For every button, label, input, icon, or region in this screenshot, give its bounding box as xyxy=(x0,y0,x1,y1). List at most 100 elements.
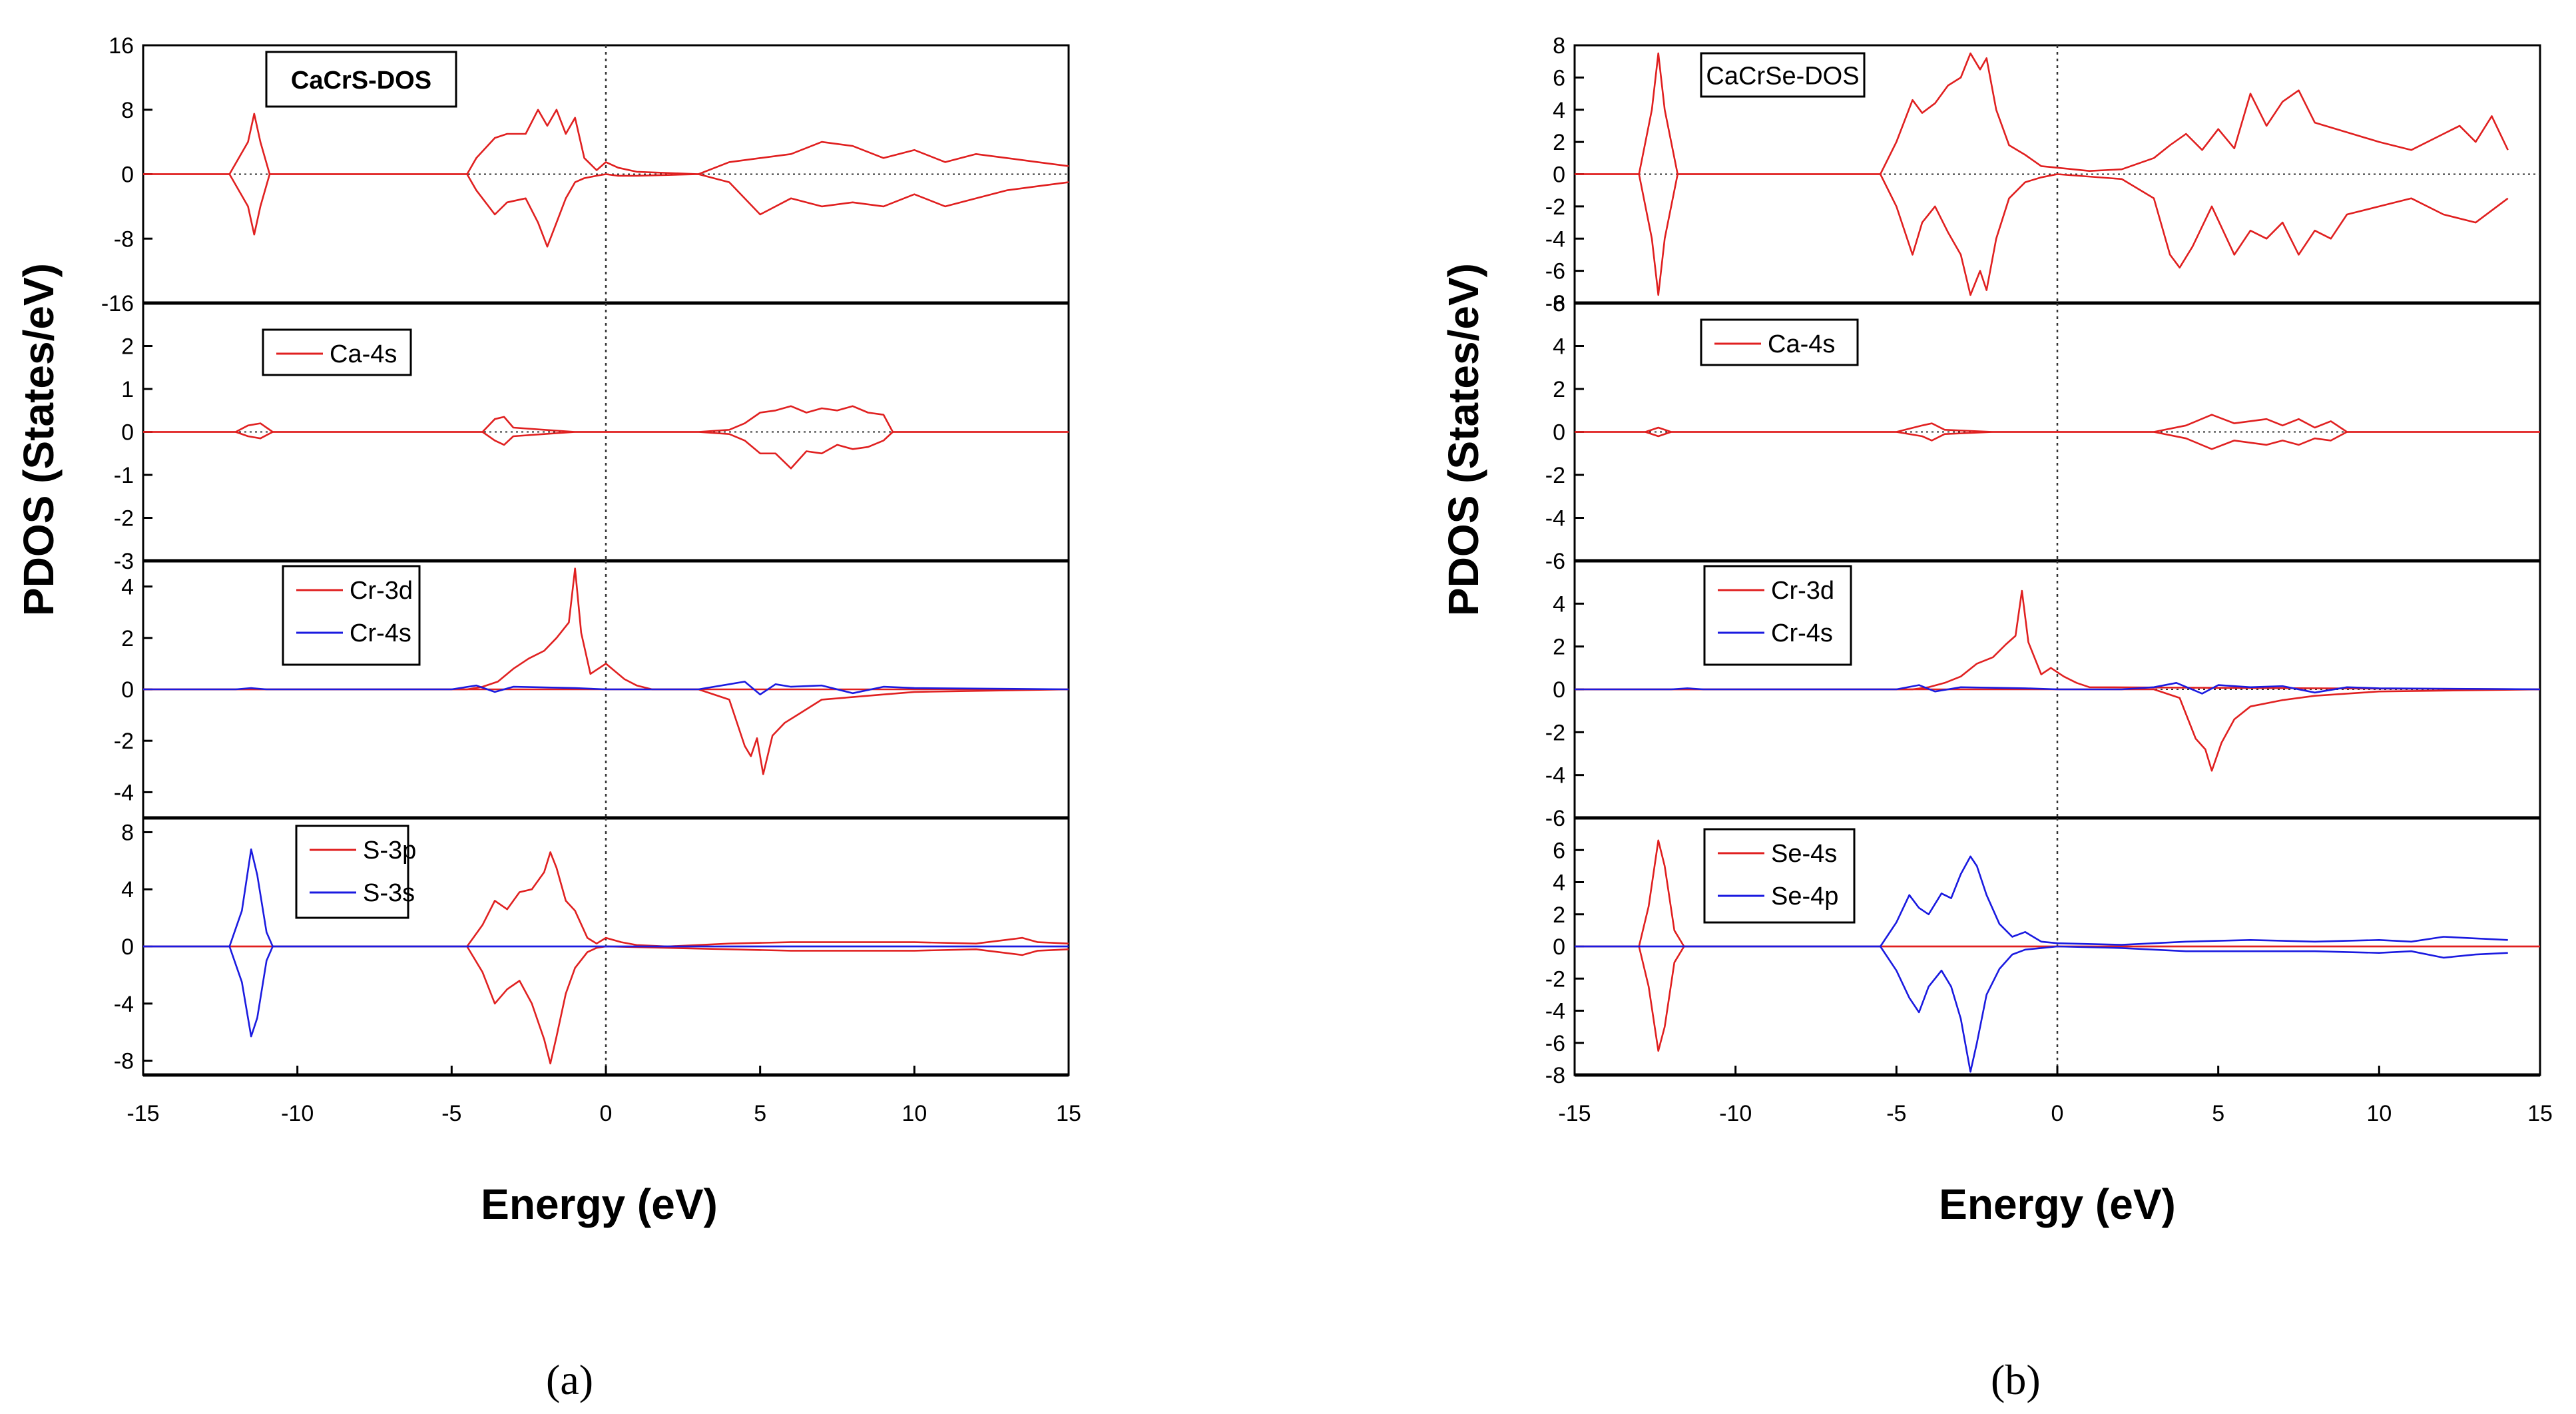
x-tick-label: -5 xyxy=(1886,1101,1906,1126)
x-tick-label: 5 xyxy=(754,1101,766,1126)
y-tick-label: 6 xyxy=(1553,291,1565,316)
y-tick-label: -4 xyxy=(1545,506,1565,531)
series-line-total-dos-down xyxy=(143,173,1069,248)
subplot-3: 4 2 0 -2 -4 Cr-3d Cr-4s xyxy=(114,559,1070,820)
legend-label: S-3p xyxy=(363,837,416,865)
series-line-cr-3d-up xyxy=(1575,589,2541,691)
y-tick-label: 16 xyxy=(109,33,134,59)
y-tick-label: -6 xyxy=(1545,259,1565,284)
series-line-s-3p-up xyxy=(143,851,1069,948)
y-tick-label: 2 xyxy=(121,334,134,360)
y-tick-label: 8 xyxy=(1553,291,1565,316)
series-line-s-3s-up xyxy=(143,848,1069,948)
y-tick-label: -2 xyxy=(1545,194,1565,220)
series-line-ca-4s-down xyxy=(1575,431,2540,450)
legend-frame xyxy=(1703,828,1856,924)
panel-b-chart: 86420-2-4-6-8CaCrSe-DOS86420-2-4-6Ca-4s4… xyxy=(1439,33,2553,1228)
dos-title-text: CaCrS-DOS xyxy=(291,67,431,95)
y-tick-label: 8 xyxy=(121,820,134,845)
panel-b-caption: (b) xyxy=(1991,1356,2041,1403)
x-tick-label: 5 xyxy=(2212,1101,2224,1126)
legend-frame xyxy=(265,51,457,108)
legend-label: Cr-3d xyxy=(1771,577,1834,605)
y-tick-label: -4 xyxy=(1545,999,1565,1024)
y-tick-label: -2 xyxy=(114,729,134,754)
x-tick-label: 0 xyxy=(2051,1101,2064,1126)
x-tick-label: -10 xyxy=(281,1101,314,1126)
y-tick-label: -6 xyxy=(1545,806,1565,831)
series-line-cr-3d-down xyxy=(1575,688,2541,772)
y-tick-label: 0 xyxy=(1553,677,1565,703)
y-tick-label: 0 xyxy=(121,677,134,703)
y-tick-label: 0 xyxy=(1553,163,1565,188)
x-axis-title: Energy (eV) xyxy=(481,1180,718,1228)
legend-frame xyxy=(1700,318,1859,366)
legend: S-3p S-3s xyxy=(295,825,416,919)
x-tick-label: -10 xyxy=(1719,1101,1752,1126)
y-tick-label: 6 xyxy=(1553,65,1565,91)
y-tick-label: 8 xyxy=(121,98,134,123)
x-tick-label: -5 xyxy=(441,1101,461,1126)
y-tick-label: -1 xyxy=(114,463,134,488)
panel-a-caption: (a) xyxy=(546,1356,594,1403)
y-tick-label: -6 xyxy=(1545,549,1565,574)
y-tick-label: -3 xyxy=(114,549,134,574)
subplot-2: 86 4 2 0 -2 -4 -6 Ca-4s xyxy=(1545,291,2541,574)
y-tick-label: 8 xyxy=(1553,33,1565,59)
subplot-1: 16 8 0 -8 -16 CaCrS-DOS xyxy=(101,33,1070,316)
series-line-se-4p-down xyxy=(1575,945,2508,1073)
legend: Cr-3d Cr-4s xyxy=(1703,565,1852,666)
series-line-total-dos-down xyxy=(1575,173,2509,296)
legend: Ca-4s xyxy=(262,328,412,376)
subplot-3: 4 2 0 -2 -4 -6 Cr-3d Cr-4s xyxy=(1545,559,2541,831)
series-line-se-4s-up xyxy=(1575,839,2540,948)
series-line-cr-4s xyxy=(143,681,1069,695)
panel-a-chart: 1680-8-16CaCrS-DOS210-1-2-3Ca-4s420-2-4C… xyxy=(15,33,1081,1228)
y-tick-label: -16 xyxy=(101,291,134,316)
y-tick-label: 0 xyxy=(121,163,134,188)
y-tick-label: 0 xyxy=(121,934,134,960)
dos-title-text: CaCrSe-DOS xyxy=(1706,63,1859,91)
legend-label: Ca-4s xyxy=(1768,330,1835,358)
x-tick-label: 15 xyxy=(1056,1101,1081,1126)
y-tick-label: 4 xyxy=(121,877,134,902)
legend-label: Ca-4s xyxy=(330,340,397,368)
legend: Cr-3d Cr-4s xyxy=(282,565,421,666)
y-tick-label: -2 xyxy=(1545,966,1565,992)
series-line-total-dos-up xyxy=(1575,52,2509,175)
y-tick-label: 0 xyxy=(1553,420,1565,446)
y-axis-title: PDOS (States/eV) xyxy=(15,263,63,616)
series-line-se-4s-down xyxy=(1575,945,2540,1052)
y-tick-label: -2 xyxy=(114,506,134,531)
y-tick-label: 2 xyxy=(1553,902,1565,928)
dos-title-box: CaCrS-DOS xyxy=(265,51,457,108)
legend-frame xyxy=(295,825,409,919)
y-tick-label: -8 xyxy=(1545,291,1565,316)
legend-frame xyxy=(1703,565,1852,666)
y-axis-title: PDOS (States/eV) xyxy=(1439,263,1487,616)
y-tick-label: -8 xyxy=(114,1049,134,1074)
x-tick-label: -15 xyxy=(127,1101,159,1126)
legend-label: Cr-3d xyxy=(350,577,413,605)
legend-label: Cr-4s xyxy=(350,619,411,647)
series-line-cr-4s xyxy=(1575,682,2541,695)
y-tick-label: 4 xyxy=(1553,98,1565,123)
y-tick-label: -4 xyxy=(1545,763,1565,789)
y-tick-label: 0 xyxy=(121,420,134,446)
subplot-4: 8 4 0 -4 -8 S-3p S-3s xyxy=(114,817,1070,1077)
y-tick-label: 2 xyxy=(1553,377,1565,402)
subplot-4: 6 4 2 0 -2 -4 -6 -8 Se-4s Se-4p xyxy=(1545,817,2541,1088)
legend-label: Se-4p xyxy=(1771,883,1838,910)
y-tick-label: -6 xyxy=(1545,1031,1565,1056)
x-tick-label: 10 xyxy=(2366,1101,2392,1126)
series-line-ca-4s-down xyxy=(143,431,1069,470)
legend-frame xyxy=(1700,52,1866,98)
series-line-s-3p-down xyxy=(143,945,1069,1065)
y-tick-label: 2 xyxy=(121,626,134,651)
y-tick-label: -4 xyxy=(1545,226,1565,252)
y-tick-label: -2 xyxy=(1545,720,1565,745)
subplot-2: 2 1 0 -1 -2 -3 Ca-4s xyxy=(114,302,1070,574)
y-tick-label: -2 xyxy=(1545,463,1565,488)
legend-label: Cr-4s xyxy=(1771,619,1833,647)
